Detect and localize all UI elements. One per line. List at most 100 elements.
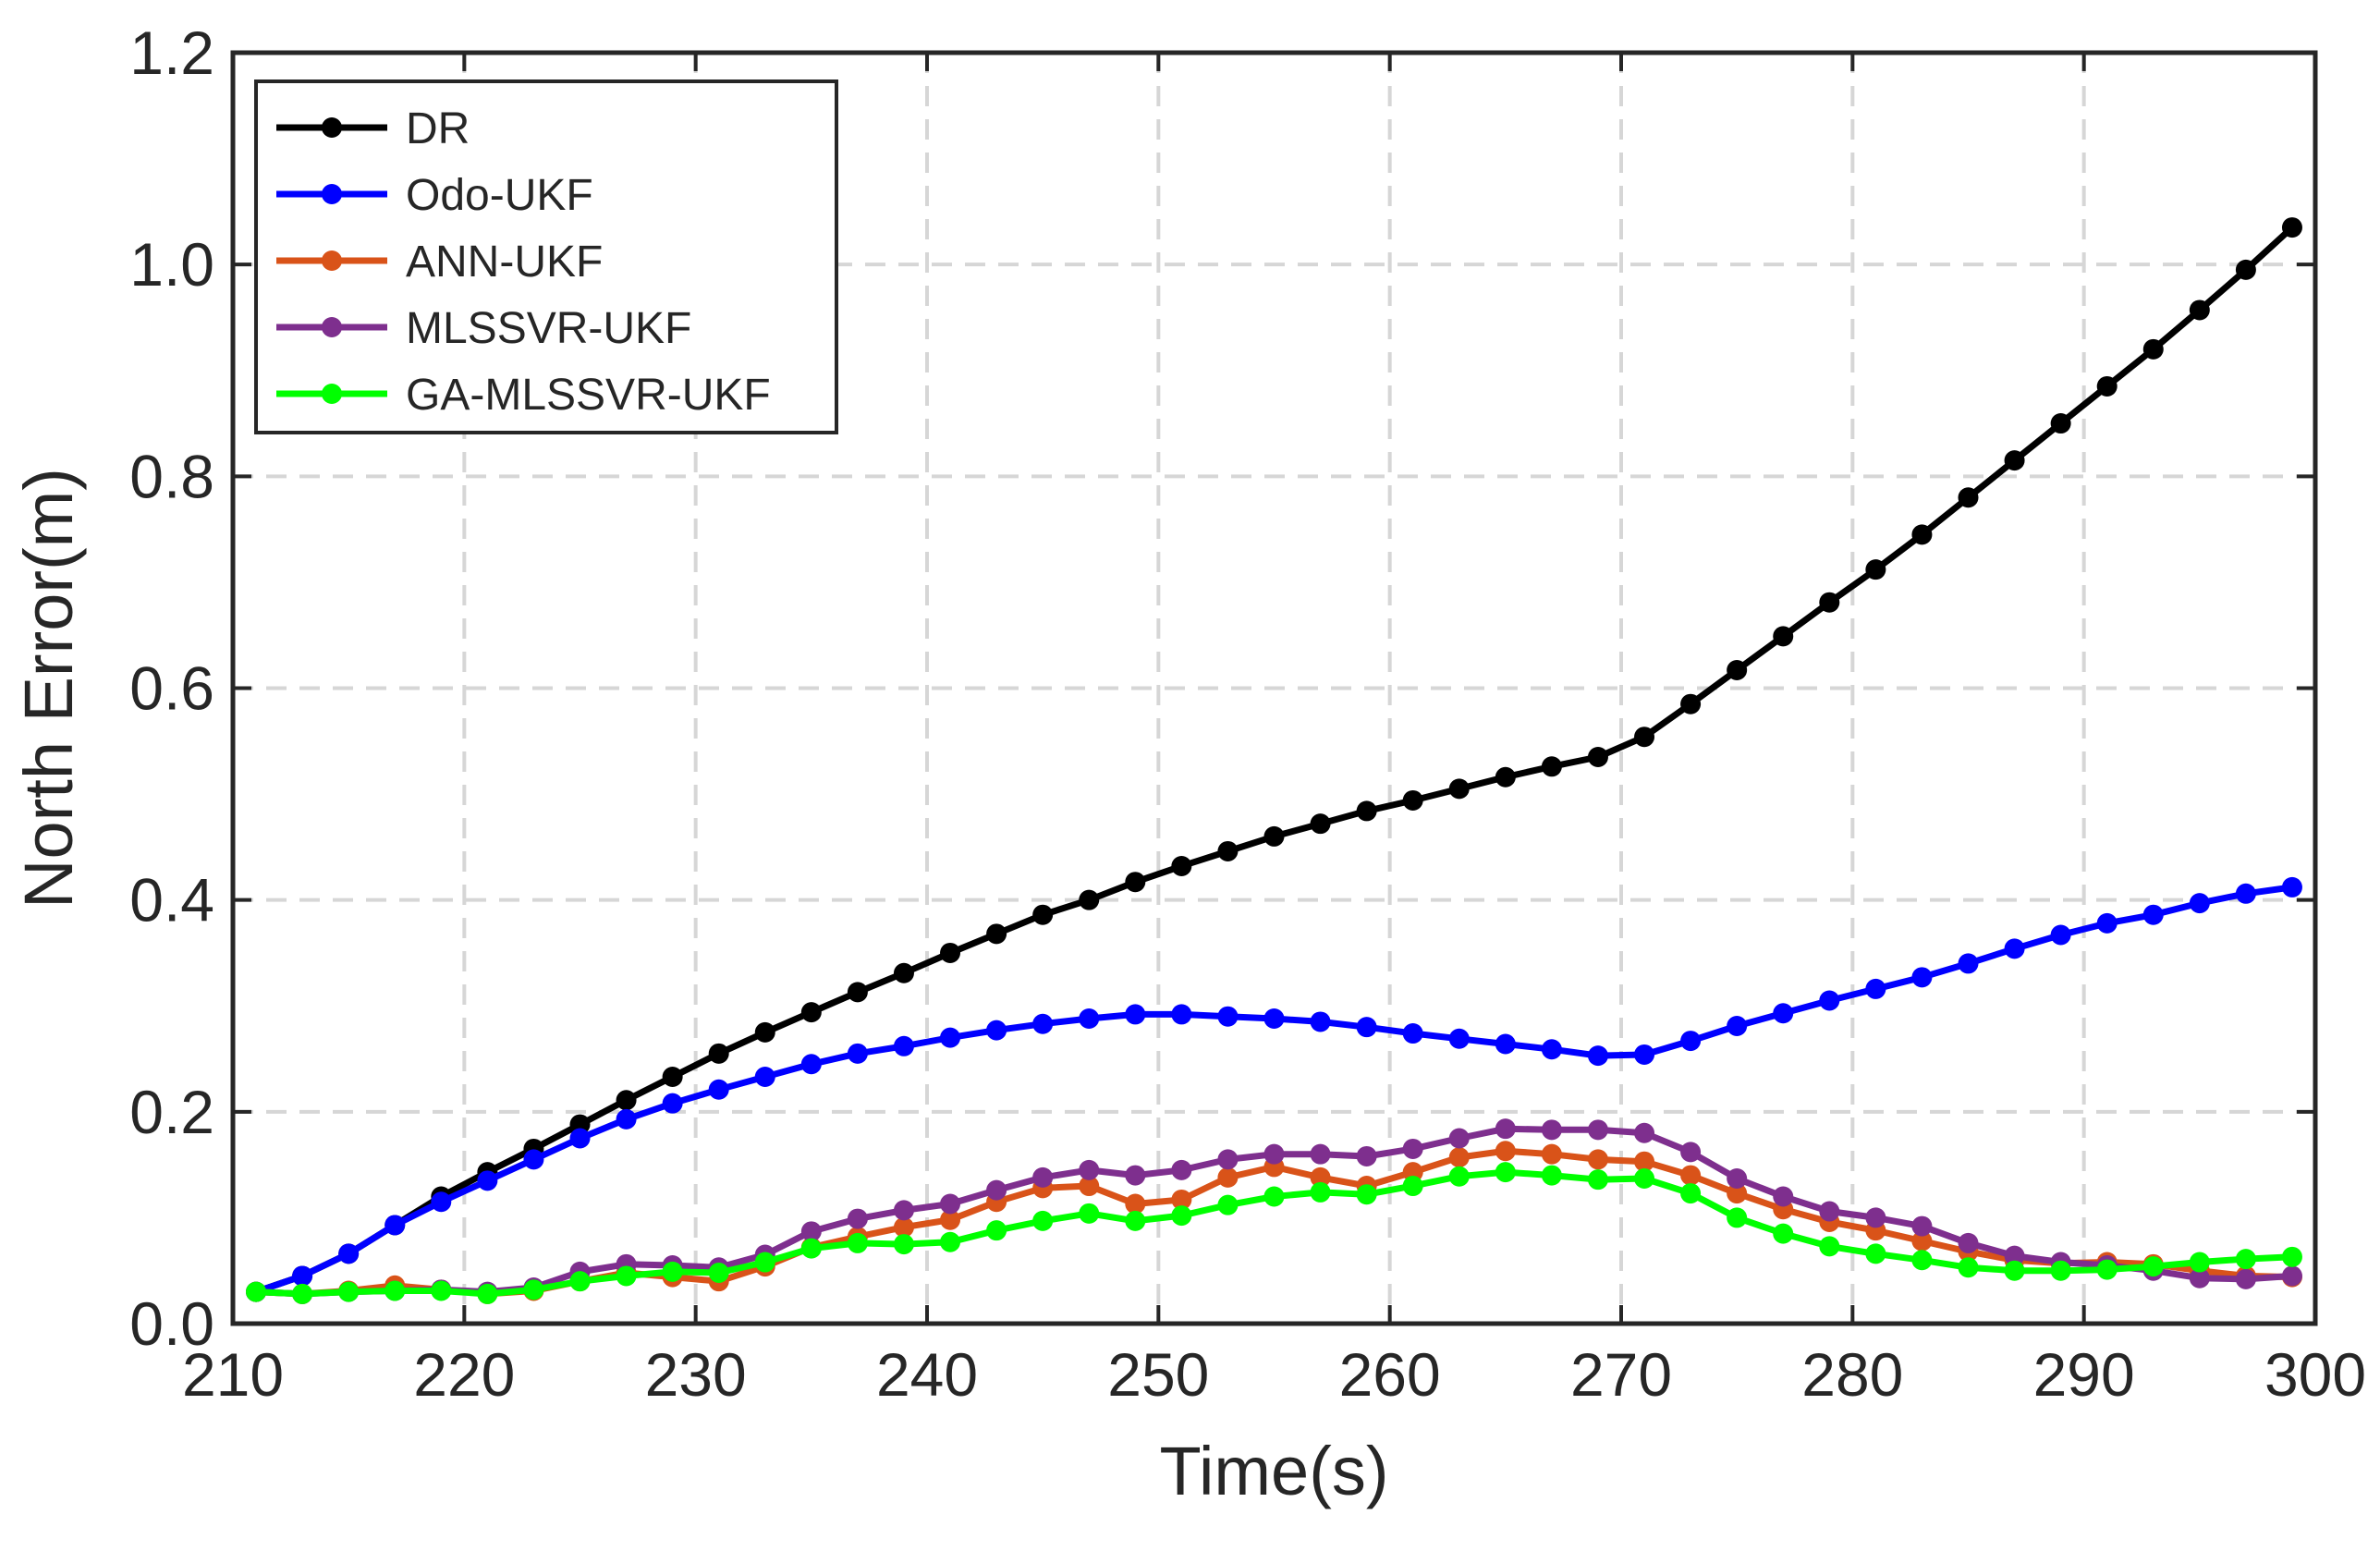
data-point [1495,1162,1516,1183]
legend-box [254,79,838,434]
data-point [1958,953,1979,974]
y-tick-label: 0.4 [129,866,214,934]
series-4 [246,1162,2302,1304]
x-tick-label: 240 [876,1340,978,1409]
data-point [800,1238,822,1259]
data-point [1819,1201,1840,1222]
data-point [1079,1203,1100,1224]
data-point [1819,592,1840,613]
data-point [1217,840,1239,861]
data-point [1448,778,1470,800]
data-point [1958,1232,1979,1253]
data-point [1634,727,1655,748]
data-point [2235,883,2256,904]
data-point [292,1283,313,1304]
data-point [1125,1165,1146,1186]
data-point [1171,1159,1192,1180]
series-layer [246,217,2302,1304]
data-point [616,1265,637,1287]
data-point [1865,1243,1886,1264]
data-point [477,1283,498,1304]
data-point [940,1231,961,1252]
data-point [2281,1265,2302,1287]
data-point [1773,1223,1794,1244]
data-point [1402,1023,1423,1044]
data-point [2004,450,2025,471]
data-point [2189,1252,2210,1273]
data-point [708,1263,729,1283]
data-point [800,1002,822,1023]
data-point [2281,217,2302,238]
data-point [1310,1181,1331,1203]
data-point [800,1221,822,1242]
data-point [940,1193,961,1215]
x-axis-title: Time(s) [1160,1433,1389,1509]
legend-label: MLSSVR-UKF [406,304,691,353]
data-point [523,1149,544,1170]
data-point [2189,299,2210,321]
legend-marker [322,117,342,138]
data-point [616,1108,637,1130]
data-point [1495,1141,1516,1162]
data-point [1356,1017,1377,1038]
axes: 210 220 230 240 250 260 270 280 290 300 0.0 0.2 0.4 0… [129,18,2366,1409]
data-point [1495,1033,1516,1055]
data-point [754,1252,775,1273]
data-point [847,1043,868,1064]
data-point [708,1079,729,1100]
data-point [1402,789,1423,811]
x-tick-label: 300 [2264,1340,2366,1409]
data-point [893,1216,914,1238]
data-point [1634,1168,1655,1190]
data-point [1911,1215,1933,1237]
data-point [847,982,868,1003]
data-point [2189,893,2210,914]
data-point [1032,904,1054,925]
data-point [754,1021,775,1043]
data-point [1634,1151,1655,1172]
data-point [616,1090,637,1111]
data-point [1171,856,1192,876]
data-point [1541,756,1562,777]
data-point [940,942,961,963]
data-point [2235,259,2256,280]
data-point [2142,338,2164,360]
x-tick-label: 280 [1801,1340,1903,1409]
legend-label: ANN-UKF [406,238,603,287]
data-point [569,1128,591,1149]
data-point [1356,1184,1377,1205]
legend-marker [322,384,342,404]
data-point [338,1281,360,1302]
data-point [662,1067,683,1088]
data-point [1541,1143,1562,1165]
data-point [2189,1267,2210,1288]
legend: DR Odo-UKF ANN-UKF MLSSVR-UKF GA-MLSSVR-UKF [254,79,838,434]
legend-marker [322,317,342,337]
data-point [662,1093,683,1114]
data-point [1171,1004,1192,1025]
data-point [1125,872,1146,893]
data-point [1587,1169,1608,1191]
data-point [246,1281,267,1302]
data-point [1911,524,1933,545]
data-point [1448,1166,1470,1187]
data-point [940,1027,961,1048]
data-point [1819,990,1840,1011]
y-tick-label: 0.2 [129,1078,214,1146]
data-point [1125,1193,1146,1215]
data-point [1865,978,1886,999]
data-point [1587,746,1608,767]
data-point [893,1234,914,1255]
legend-label: DR [406,104,470,153]
data-point [893,1035,914,1056]
legend-item-0: DR [276,104,470,153]
data-point [523,1279,544,1301]
data-point [1587,1045,1608,1067]
data-point [1727,1183,1748,1204]
data-point [1079,889,1100,910]
data-point [1680,1165,1702,1186]
data-point [2235,1268,2256,1289]
data-point [940,1209,961,1230]
y-tick-label: 1.2 [129,18,214,87]
